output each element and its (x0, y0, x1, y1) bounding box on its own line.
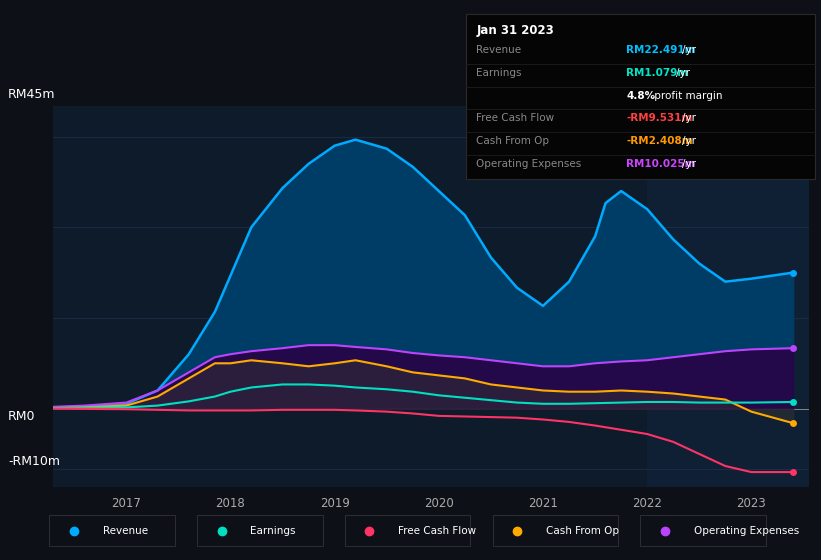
Text: /yr: /yr (681, 136, 696, 146)
Text: profit margin: profit margin (651, 91, 722, 101)
Text: -RM10m: -RM10m (8, 455, 60, 468)
Text: Cash From Op: Cash From Op (476, 136, 549, 146)
Text: -RM2.408m: -RM2.408m (626, 136, 693, 146)
Text: Free Cash Flow: Free Cash Flow (476, 114, 554, 123)
FancyBboxPatch shape (345, 515, 470, 546)
Bar (647, 106, 809, 487)
Text: RM10.025m: RM10.025m (626, 159, 696, 169)
FancyBboxPatch shape (493, 515, 618, 546)
Text: Revenue: Revenue (476, 45, 521, 55)
FancyBboxPatch shape (197, 515, 323, 546)
Text: Free Cash Flow: Free Cash Flow (398, 526, 476, 536)
Text: /yr: /yr (681, 114, 696, 123)
Text: /yr: /yr (681, 45, 696, 55)
Text: Operating Expenses: Operating Expenses (694, 526, 799, 536)
FancyBboxPatch shape (640, 515, 766, 546)
Text: /yr: /yr (676, 68, 690, 78)
Text: Earnings: Earnings (476, 68, 521, 78)
Text: -RM9.531m: -RM9.531m (626, 114, 693, 123)
Text: Revenue: Revenue (103, 526, 148, 536)
Text: RM22.491m: RM22.491m (626, 45, 696, 55)
Text: 4.8%: 4.8% (626, 91, 655, 101)
Text: Operating Expenses: Operating Expenses (476, 159, 581, 169)
FancyBboxPatch shape (49, 515, 175, 546)
Text: /yr: /yr (681, 159, 696, 169)
Text: Earnings: Earnings (250, 526, 296, 536)
Text: RM1.079m: RM1.079m (626, 68, 689, 78)
Text: RM45m: RM45m (8, 88, 56, 101)
Text: RM0: RM0 (8, 410, 35, 423)
Text: Jan 31 2023: Jan 31 2023 (476, 24, 554, 37)
Text: Cash From Op: Cash From Op (546, 526, 619, 536)
